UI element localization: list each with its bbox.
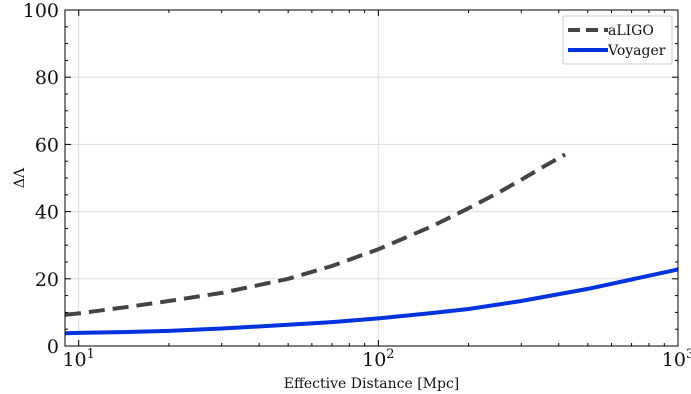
legend-label-voyager: Voyager [607,43,666,59]
y-tick-label: 0 [47,336,59,358]
x-tick-label: 101 [62,347,94,371]
y-axis-label: ΔΛ [12,167,28,188]
series-line-aligo [64,152,567,317]
y-tick-label: 100 [23,0,59,22]
x-tick-label: 103 [662,347,691,371]
legend: aLIGO Voyager [562,15,673,65]
y-tick-label: 40 [35,202,59,224]
y-tick-label: 20 [35,269,59,291]
legend-label-aligo: aLIGO [608,23,654,39]
axis-ticks [64,9,679,347]
series-layer [64,152,679,336]
y-tick-label: 80 [35,67,59,89]
x-tick-label: 102 [362,347,394,371]
x-axis-label: Effective Distance [Mpc] [284,376,460,392]
tick-labels: 0 20 40 60 80 100 101 102 103 [23,0,691,371]
series-line-voyager [64,267,679,336]
y-tick-label: 60 [35,134,59,156]
